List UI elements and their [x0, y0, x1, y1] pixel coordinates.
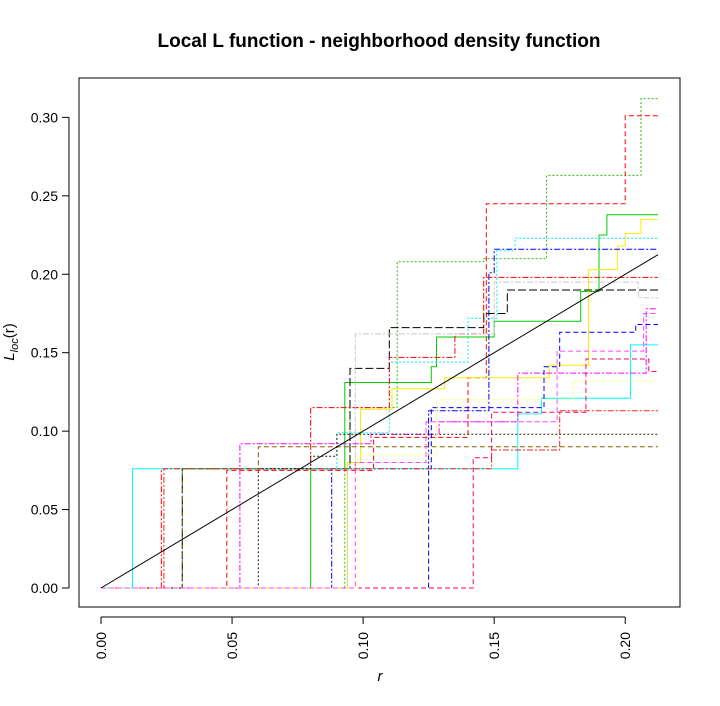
y-tick-label: 0.05 — [31, 502, 58, 518]
y-axis-title-main: L — [1, 352, 18, 360]
svg-text:Lloc(r): Lloc(r) — [1, 323, 21, 360]
series-line-13 — [101, 358, 658, 589]
series-line-14 — [101, 410, 658, 589]
x-tick-label: 0.10 — [355, 632, 371, 659]
series-line-3 — [101, 214, 658, 589]
series-line-6 — [101, 248, 658, 589]
x-tick-label: 0.00 — [93, 632, 109, 659]
x-axis: 0.00 0.05 0.10 0.15 0.20 — [93, 616, 633, 659]
series-line-12 — [101, 324, 658, 589]
y-tick-label: 0.10 — [31, 423, 58, 439]
x-tick-label: 0.05 — [224, 632, 240, 659]
series-line-7 — [101, 289, 658, 589]
x-tick-label: 0.15 — [486, 632, 502, 659]
series-line-1 — [101, 98, 658, 589]
y-tick-label: 0.20 — [31, 266, 58, 282]
y-axis: 0.00 0.05 0.10 0.15 0.20 0.25 0.30 — [31, 109, 70, 596]
series-line-17 — [101, 380, 658, 589]
series-line-4 — [101, 218, 658, 589]
series-layer — [101, 98, 658, 589]
series-line-10 — [101, 344, 658, 589]
x-tick-label: 0.20 — [617, 632, 633, 659]
y-tick-label: 0.15 — [31, 345, 58, 361]
series-line-15 — [101, 446, 658, 589]
series-line-5 — [101, 237, 658, 589]
x-axis-title: r — [378, 668, 384, 685]
y-tick-label: 0.25 — [31, 188, 58, 204]
series-line-9 — [101, 281, 658, 589]
series-line-11 — [101, 308, 658, 589]
y-axis-title-sub: loc — [9, 338, 21, 353]
series-line-2 — [101, 115, 658, 589]
series-line-18 — [101, 313, 658, 589]
y-axis-title-arg: (r) — [1, 323, 18, 338]
y-tick-label: 0.00 — [31, 580, 58, 596]
series-line-16 — [101, 433, 658, 589]
reference-line — [100, 254, 659, 589]
y-tick-label: 0.30 — [31, 109, 58, 125]
y-axis-title: Lloc(r) — [1, 323, 21, 360]
plot-frame — [78, 77, 681, 608]
chart-title: Local L function - neighborhood density … — [158, 31, 601, 52]
